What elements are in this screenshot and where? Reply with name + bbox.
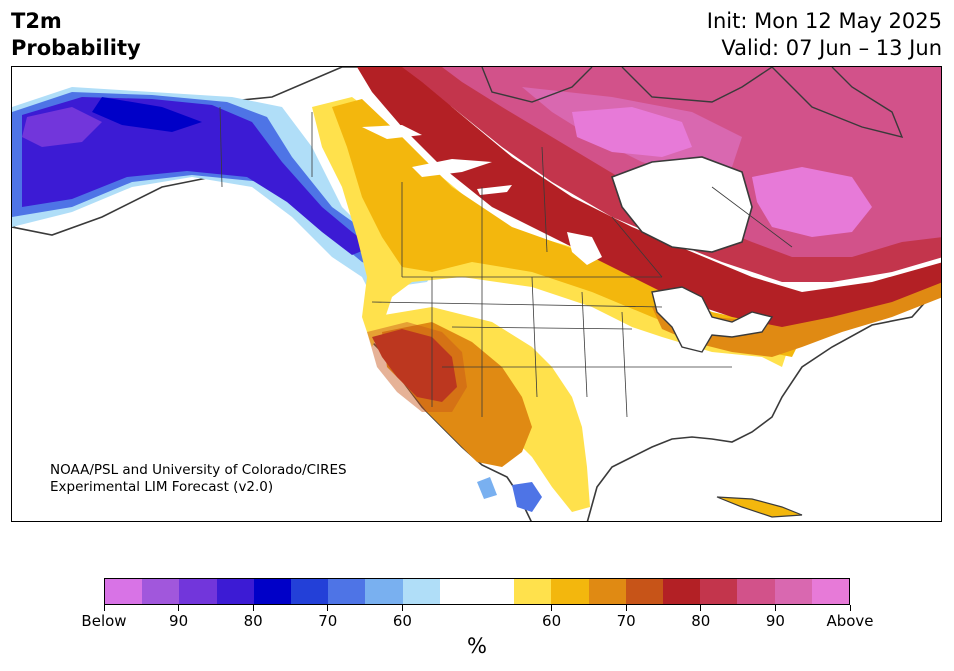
below-normal-west [22,107,102,147]
colorbar-segment [774,579,812,604]
colorbar-segment [514,579,552,604]
southwest-orange-ring [367,322,467,412]
colorbar-tick [178,605,180,611]
colorbar-tick-label: 60 [392,612,412,630]
colorbar-segment [663,579,701,604]
colorbar-segment [253,579,292,604]
colorbar-tick [401,605,403,611]
init-date: Init: Mon 12 May 2025 [706,9,942,33]
colorbar-segment [439,579,478,604]
credit-line-2: Experimental LIM Forecast (v2.0) [50,479,274,495]
colorbar-segment [105,579,143,604]
great-lakes [651,286,774,353]
credit-line-1: NOAA/PSL and University of Colorado/CIRE… [50,462,347,478]
colorbar-tick [700,605,702,611]
great-bear-lake [362,125,422,139]
colorbar-tick-label: 90 [765,612,785,630]
colorbar-segment [291,579,329,604]
lake-winnipeg [567,232,602,265]
cuba [716,496,803,518]
colorbar-tick-label: 80 [243,612,263,630]
above-normal-quebec-pink [752,167,872,237]
colorbar-tick [551,605,553,611]
colorbar-segment [588,579,626,604]
admin-borders [219,106,793,418]
colorbar-tick [625,605,627,611]
colorbar-tick [252,605,254,611]
below-normal-deep [22,97,372,255]
above-normal-arctic-pink [572,107,692,157]
variable-subtitle: Probability [11,36,141,60]
mexico-blue-patch [512,482,542,512]
colorbar-segment [477,579,515,604]
colorbar-tick [849,605,851,611]
forecast-dates: Init: Mon 12 May 2025 Valid: 07 Jun – 13… [707,8,942,62]
colorbar-tick-label: 90 [169,612,189,630]
colorbar-tick-label: 60 [542,612,562,630]
map-title: T2m Probability [11,8,141,62]
probability-map: NOAA/PSL and University of Colorado/CIRE… [11,66,942,522]
colorbar-segment [700,579,738,604]
baja-blue-patch [477,477,497,499]
colorbar-tick-label: 70 [616,612,636,630]
variable-title: T2m [11,9,62,33]
colorbar-segment [737,579,775,604]
colorbar-segment [625,579,664,604]
lake-athabasca [477,185,512,195]
colorbar-segment [216,579,254,604]
valid-range: Valid: 07 Jun – 13 Jun [721,36,942,60]
arctic-islands [481,67,904,139]
colorbar-units: % [467,634,487,658]
colorbar-segment [328,579,366,604]
colorbar-tick [103,605,105,611]
great-slave-lake [412,159,492,177]
southwest-red-core [372,329,457,402]
colorbar-tick-label: 70 [318,612,338,630]
colorbar-segment [179,579,217,604]
colorbar-segment [402,579,440,604]
colorbar-segment [551,579,589,604]
colorbar-segment [365,579,403,604]
map-canvas [12,67,941,521]
colorbar-tick-label: Above [826,612,874,630]
colorbar-tick-label: Below [81,612,127,630]
hudson-bay [610,156,753,253]
below-normal-core [92,97,202,132]
colorbar-tick [774,605,776,611]
colorbar [104,578,850,605]
credit-text: NOAA/PSL and University of Colorado/CIRE… [50,462,347,496]
colorbar-segment [811,579,850,604]
above-normal-red [357,67,941,327]
colorbar-tick [327,605,329,611]
colorbar-tick-label: 80 [691,612,711,630]
colorbar-segment [142,579,180,604]
